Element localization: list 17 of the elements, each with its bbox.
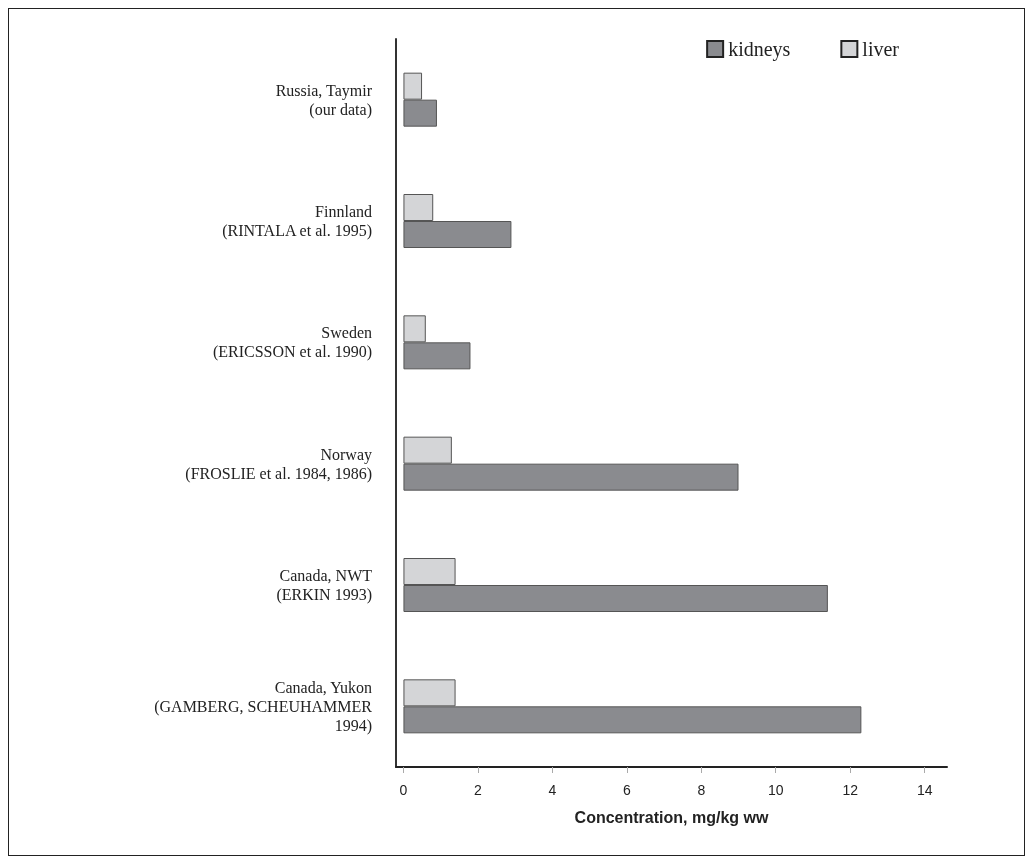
- legend-label: liver: [862, 38, 900, 60]
- y-tick-label: Canada, NWT (ERKIN 1993): [276, 567, 373, 604]
- y-tick-label: Finnland (RINTALA et al. 1995): [222, 203, 372, 240]
- x-tick-label: 12: [842, 782, 859, 798]
- y-tick-label: Russia, Taymir (our data): [275, 81, 373, 119]
- x-tick-label: 8: [697, 782, 706, 798]
- x-tick-label: 0: [399, 782, 408, 798]
- x-axis-title: Concentration, mg/kg ww: [574, 808, 769, 826]
- y-tick-label: Norway (FROSLIE et al. 1984, 1986): [185, 445, 372, 483]
- y-tick-label: Sweden (ERICSSON et al. 1990): [212, 324, 372, 362]
- y-tick-label: Canada, Yukon (GAMBERG, SCHEUHAMMER 1994): [154, 678, 373, 735]
- x-tick-label: 6: [622, 782, 631, 798]
- legend-label: kidneys: [728, 38, 791, 61]
- x-tick-label: 4: [548, 782, 557, 798]
- x-tick-label: 10: [767, 782, 784, 798]
- x-tick-label: 14: [916, 782, 933, 798]
- x-tick-label: 2: [474, 782, 483, 798]
